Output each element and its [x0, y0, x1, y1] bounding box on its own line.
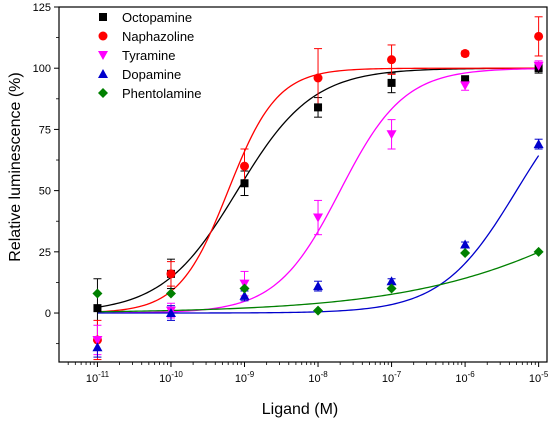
- y-tick-label: 0: [45, 308, 51, 320]
- legend-label-naphazoline: Naphazoline: [122, 29, 194, 44]
- data-point-naphazoline: [387, 55, 397, 65]
- y-tick-label: 50: [39, 186, 51, 198]
- x-tick-label: 10-9: [235, 370, 255, 385]
- data-point-tyramine: [92, 335, 103, 345]
- legend-marker-phentolamine: [98, 88, 108, 98]
- data-point-tyramine: [313, 213, 324, 223]
- y-tick-label: 125: [33, 2, 51, 14]
- x-tick-label: 10-6: [455, 370, 475, 385]
- data-point-phentolamine: [460, 248, 471, 259]
- legend: Octopamine Naphazoline Tyramine Dopamine Phe…: [98, 10, 202, 101]
- y-tick-label: 25: [39, 247, 51, 259]
- x-tick-label: 10-11: [86, 370, 110, 385]
- data-point-phentolamine: [239, 283, 250, 294]
- x-tick-label: 10-10: [159, 370, 183, 385]
- data-point-dopamine: [460, 239, 471, 249]
- data-point-octopamine: [314, 103, 323, 112]
- data-point-tyramine: [386, 130, 397, 140]
- data-point-naphazoline: [534, 31, 544, 41]
- data-point-dopamine: [165, 308, 176, 318]
- axes: 10-11 10-10 10-9 10-8 10-7 10-6 10-5 0 25 50 75 100…: [33, 2, 549, 385]
- plot-frame: [58, 6, 548, 363]
- data-point-tyramine: [460, 81, 471, 91]
- x-tick-label: 10-5: [529, 370, 549, 385]
- data-markers: [92, 31, 544, 352]
- x-axis-title: Ligand (M): [262, 401, 338, 418]
- legend-marker-octopamine: [99, 13, 107, 21]
- x-tick-label: 10-7: [382, 370, 402, 385]
- y-axis-title: Relative luminescence (%): [7, 72, 24, 261]
- data-point-naphazoline: [313, 73, 323, 83]
- data-point-dopamine: [239, 290, 250, 300]
- data-point-tyramine: [533, 61, 544, 71]
- data-point-octopamine: [93, 304, 102, 313]
- legend-marker-dopamine: [98, 69, 108, 78]
- data-point-phentolamine: [165, 288, 176, 299]
- data-point-octopamine: [240, 179, 249, 188]
- data-point-octopamine: [461, 75, 470, 84]
- data-point-phentolamine: [313, 305, 324, 316]
- y-tick-label: 75: [39, 124, 51, 136]
- data-point-dopamine: [92, 342, 103, 352]
- data-point-octopamine: [387, 78, 396, 87]
- data-point-naphazoline: [166, 269, 176, 279]
- data-point-phentolamine: [386, 283, 397, 294]
- legend-marker-tyramine: [98, 51, 108, 60]
- legend-label-octopamine: Octopamine: [122, 10, 192, 25]
- x-tick-label: 10-8: [308, 370, 328, 385]
- data-point-phentolamine: [533, 246, 544, 257]
- data-point-naphazoline: [460, 49, 470, 59]
- data-point-dopamine: [386, 276, 397, 286]
- legend-label-phentolamine: Phentolamine: [122, 86, 202, 101]
- y-tick-label: 100: [33, 63, 51, 75]
- legend-label-dopamine: Dopamine: [122, 67, 181, 82]
- data-point-naphazoline: [240, 161, 250, 171]
- legend-marker-naphazoline: [98, 31, 108, 41]
- legend-label-tyramine: Tyramine: [122, 48, 175, 63]
- data-point-dopamine: [533, 139, 544, 149]
- data-point-dopamine: [313, 281, 324, 291]
- data-point-phentolamine: [92, 288, 103, 299]
- plot-border: [58, 6, 548, 363]
